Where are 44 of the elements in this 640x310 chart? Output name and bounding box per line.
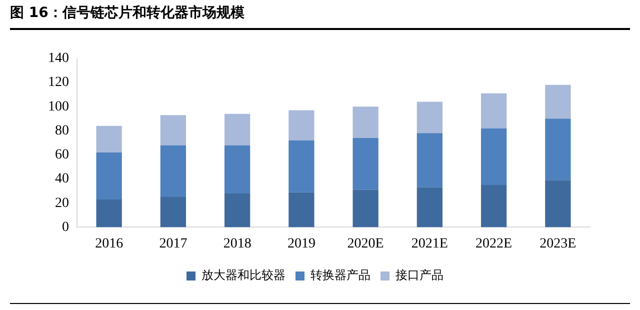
bar	[96, 152, 122, 200]
bar	[96, 199, 122, 228]
y-tick-label: 120	[48, 75, 69, 90]
bar	[545, 180, 571, 228]
bar	[416, 133, 443, 188]
x-tick-label: 2022E	[476, 236, 512, 252]
legend-label: 接口产品	[396, 268, 444, 282]
x-tick-label: 2018	[223, 236, 252, 252]
x-tick-label: 2023E	[540, 236, 576, 252]
x-tick-label: 2021E	[411, 236, 448, 252]
bar	[416, 102, 443, 134]
y-tick-label: 20	[55, 196, 69, 211]
bar	[288, 110, 314, 140]
bar	[416, 187, 443, 228]
x-tick-label: 2017	[159, 236, 188, 252]
y-tick-label: 0	[62, 220, 69, 235]
bar	[160, 145, 186, 198]
y-tick-label: 40	[55, 172, 69, 187]
chart-title: 图 16：信号链芯片和转化器市场规模	[10, 4, 630, 30]
x-tick-label: 2020E	[347, 236, 384, 252]
legend-label: 放大器和比较器	[202, 268, 286, 282]
bar	[224, 114, 250, 146]
bar	[288, 140, 314, 192]
legend-label: 转换器产品	[310, 268, 370, 282]
y-tick-label: 100	[48, 99, 69, 114]
bar	[480, 128, 507, 185]
bar	[160, 115, 186, 146]
bar	[288, 192, 314, 228]
bar	[352, 190, 378, 228]
x-tick-label: 2019	[287, 236, 316, 252]
bar	[160, 197, 186, 228]
bar	[352, 138, 378, 190]
bar	[96, 126, 122, 152]
y-tick-label: 80	[55, 123, 69, 138]
y-tick-label: 140	[48, 51, 69, 66]
bar	[545, 118, 571, 180]
x-tick-label: 2016	[95, 236, 124, 252]
bar	[480, 185, 507, 228]
y-tick-label: 60	[55, 148, 69, 163]
bar	[224, 145, 250, 194]
bar	[545, 84, 571, 119]
bar	[480, 93, 507, 128]
bar	[352, 106, 378, 138]
bar	[224, 193, 250, 228]
